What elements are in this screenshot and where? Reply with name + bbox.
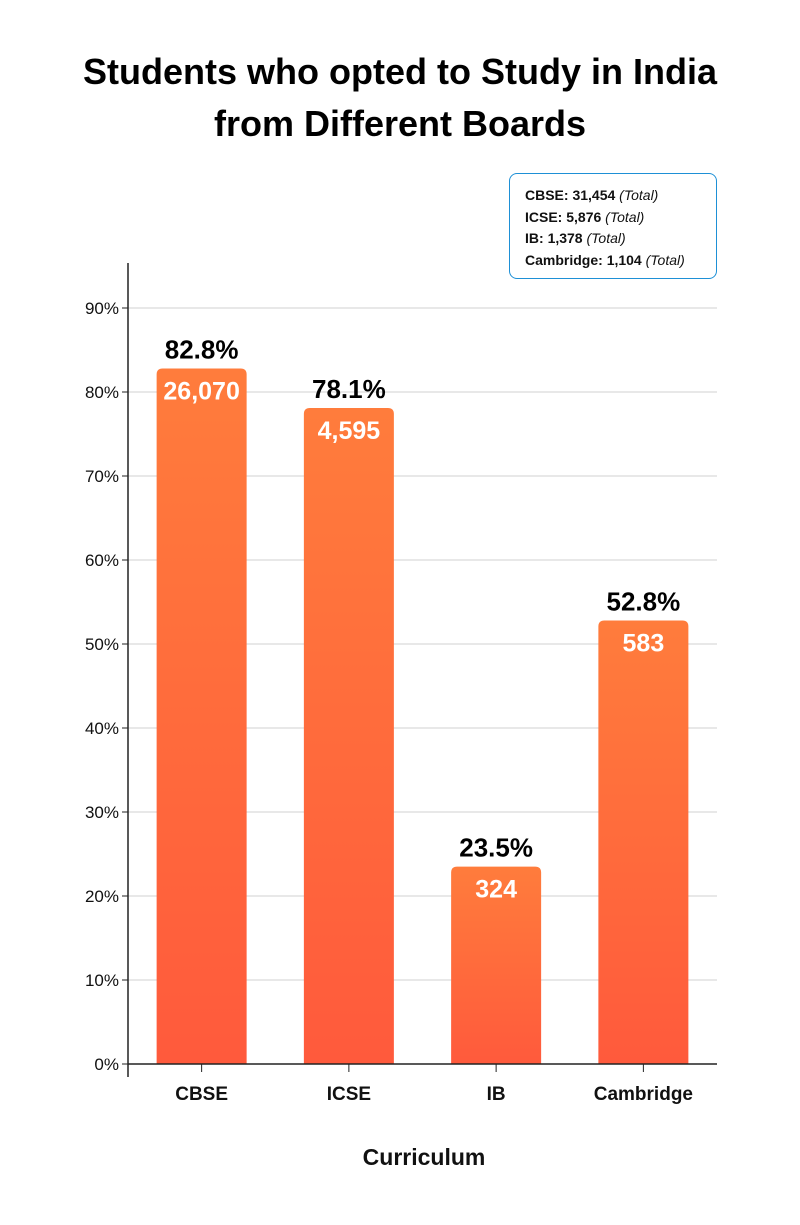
chart-title: Students who opted to Study in India fro… [0,46,800,150]
data-label-percent: 82.8% [165,334,239,364]
legend-item-cbse: CBSE: 31,454 (Total) [525,185,716,207]
y-tick-label: 20% [85,887,119,906]
data-label-count: 4,595 [318,417,381,445]
data-label-percent: 52.8% [607,586,681,616]
legend-total: 1,378 [547,230,583,246]
legend-board: CBSE: [525,187,569,203]
legend-item-cambridge: Cambridge: 1,104 (Total) [525,250,716,272]
y-tick-label: 60% [85,551,119,570]
bar-cambridge [598,620,689,1064]
bar-icse [303,407,394,1065]
axes: 0% 10% 20% 30% 40% 50% 60% 70% 80% 90% [85,263,717,1077]
labels: CBSE 82.8% 26,070 ICSE 78.1% 4,595 IB 23.5% 324 C… [163,334,693,1105]
chart-title-line-1: Students who opted to Study in India [83,51,717,92]
legend-item-ib: IB: 1,378 (Total) [525,228,716,250]
bars [156,368,689,1065]
y-tick-label: 80% [85,383,119,402]
legend-note: (Total) [605,208,645,225]
bar-ib [451,866,542,1064]
legend-total: 1,104 [606,251,642,268]
legend-board: IB: [525,230,544,246]
y-tick-label: 70% [85,467,119,486]
y-tick-label: 10% [85,971,119,990]
y-tick-label: 40% [85,719,119,738]
legend-total: 5,876 [566,208,602,225]
y-tick-label: 0% [94,1055,119,1074]
bar-cbse [156,368,247,1065]
data-label-count: 26,070 [163,377,239,405]
x-tick-label: CBSE [175,1084,228,1105]
x-axis-title: Curriculum [362,1144,486,1170]
data-label-percent: 23.5% [459,833,533,863]
x-tick-label: ICSE [327,1084,371,1105]
data-label-count: 324 [475,876,517,904]
data-label-percent: 78.1% [312,374,386,404]
legend-note: (Total) [645,251,685,268]
legend-total: 31,454 [572,187,616,203]
x-tick-label: IB [487,1084,506,1105]
y-tick-label: 50% [85,635,119,654]
legend-board: ICSE: [525,208,563,225]
x-tick-label: Cambridge [594,1084,693,1105]
totals-legend: CBSE: 31,454 (Total) ICSE: 5,876 (Total)… [509,173,717,279]
y-tick-label: 30% [85,803,119,822]
legend-board: Cambridge: [525,251,603,268]
chart-title-line-2: from Different Boards [213,103,587,144]
data-label-count: 583 [623,629,665,657]
legend-note: (Total) [619,187,659,203]
legend-note: (Total) [586,230,626,246]
legend-item-icse: ICSE: 5,876 (Total) [525,207,716,229]
y-tick-label: 90% [85,299,119,318]
